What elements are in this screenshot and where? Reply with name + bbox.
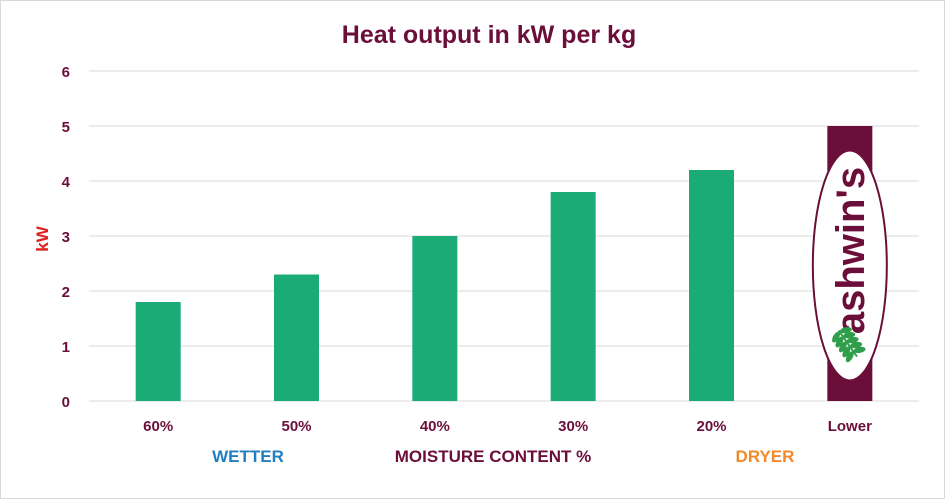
y-tick-label: 3 [62,229,70,246]
x-tick-label: 60% [143,418,173,435]
x-tick-label: 30% [558,418,588,435]
y-axis-ticks: 0 1 2 3 4 5 6 [62,64,71,411]
y-tick-label: 6 [62,64,70,81]
chart-title: Heat output in kW per kg [342,21,636,49]
y-tick-label: 5 [62,119,70,136]
bar-20-percent [689,170,734,401]
y-axis-label: kW [33,225,52,251]
bars [135,126,873,401]
x-tick-label: Lower [828,418,872,435]
x-tick-label: 50% [281,418,311,435]
x-tick-label: 40% [420,418,450,435]
dryer-annotation: DRYER [736,447,795,466]
leaf-icon [832,327,866,363]
bar-40-percent [412,236,458,401]
wetter-annotation: WETTER [212,447,284,466]
ashwins-logo: ashwin's [811,149,888,382]
x-axis-ticks: 60% 50% 40% 30% 20% Lower [143,418,872,435]
y-tick-label: 2 [62,284,70,301]
bar-60-percent [135,302,181,401]
moisture-content-annotation: MOISTURE CONTENT % [395,447,591,466]
logo-text: ashwin's [829,167,873,334]
bar-50-percent [274,274,319,401]
y-tick-label: 4 [62,174,71,191]
logo-oval [811,149,888,382]
bar-30-percent [550,192,596,401]
gridlines [89,70,919,402]
y-tick-label: 1 [62,339,70,356]
x-tick-label: 20% [696,418,726,435]
y-tick-label: 0 [62,394,70,411]
